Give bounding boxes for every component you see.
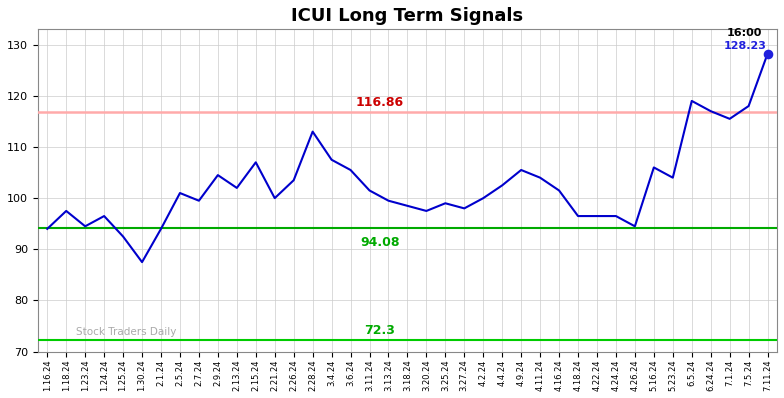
Point (761, 51, 774, 57)
Text: 94.08: 94.08 (360, 236, 400, 250)
Text: 116.86: 116.86 (356, 96, 404, 109)
Text: Stock Traders Daily: Stock Traders Daily (76, 327, 176, 338)
Text: 128.23: 128.23 (724, 41, 766, 51)
Text: 16:00: 16:00 (727, 28, 763, 38)
Text: 72.3: 72.3 (365, 324, 395, 337)
Title: ICUI Long Term Signals: ICUI Long Term Signals (292, 7, 524, 25)
